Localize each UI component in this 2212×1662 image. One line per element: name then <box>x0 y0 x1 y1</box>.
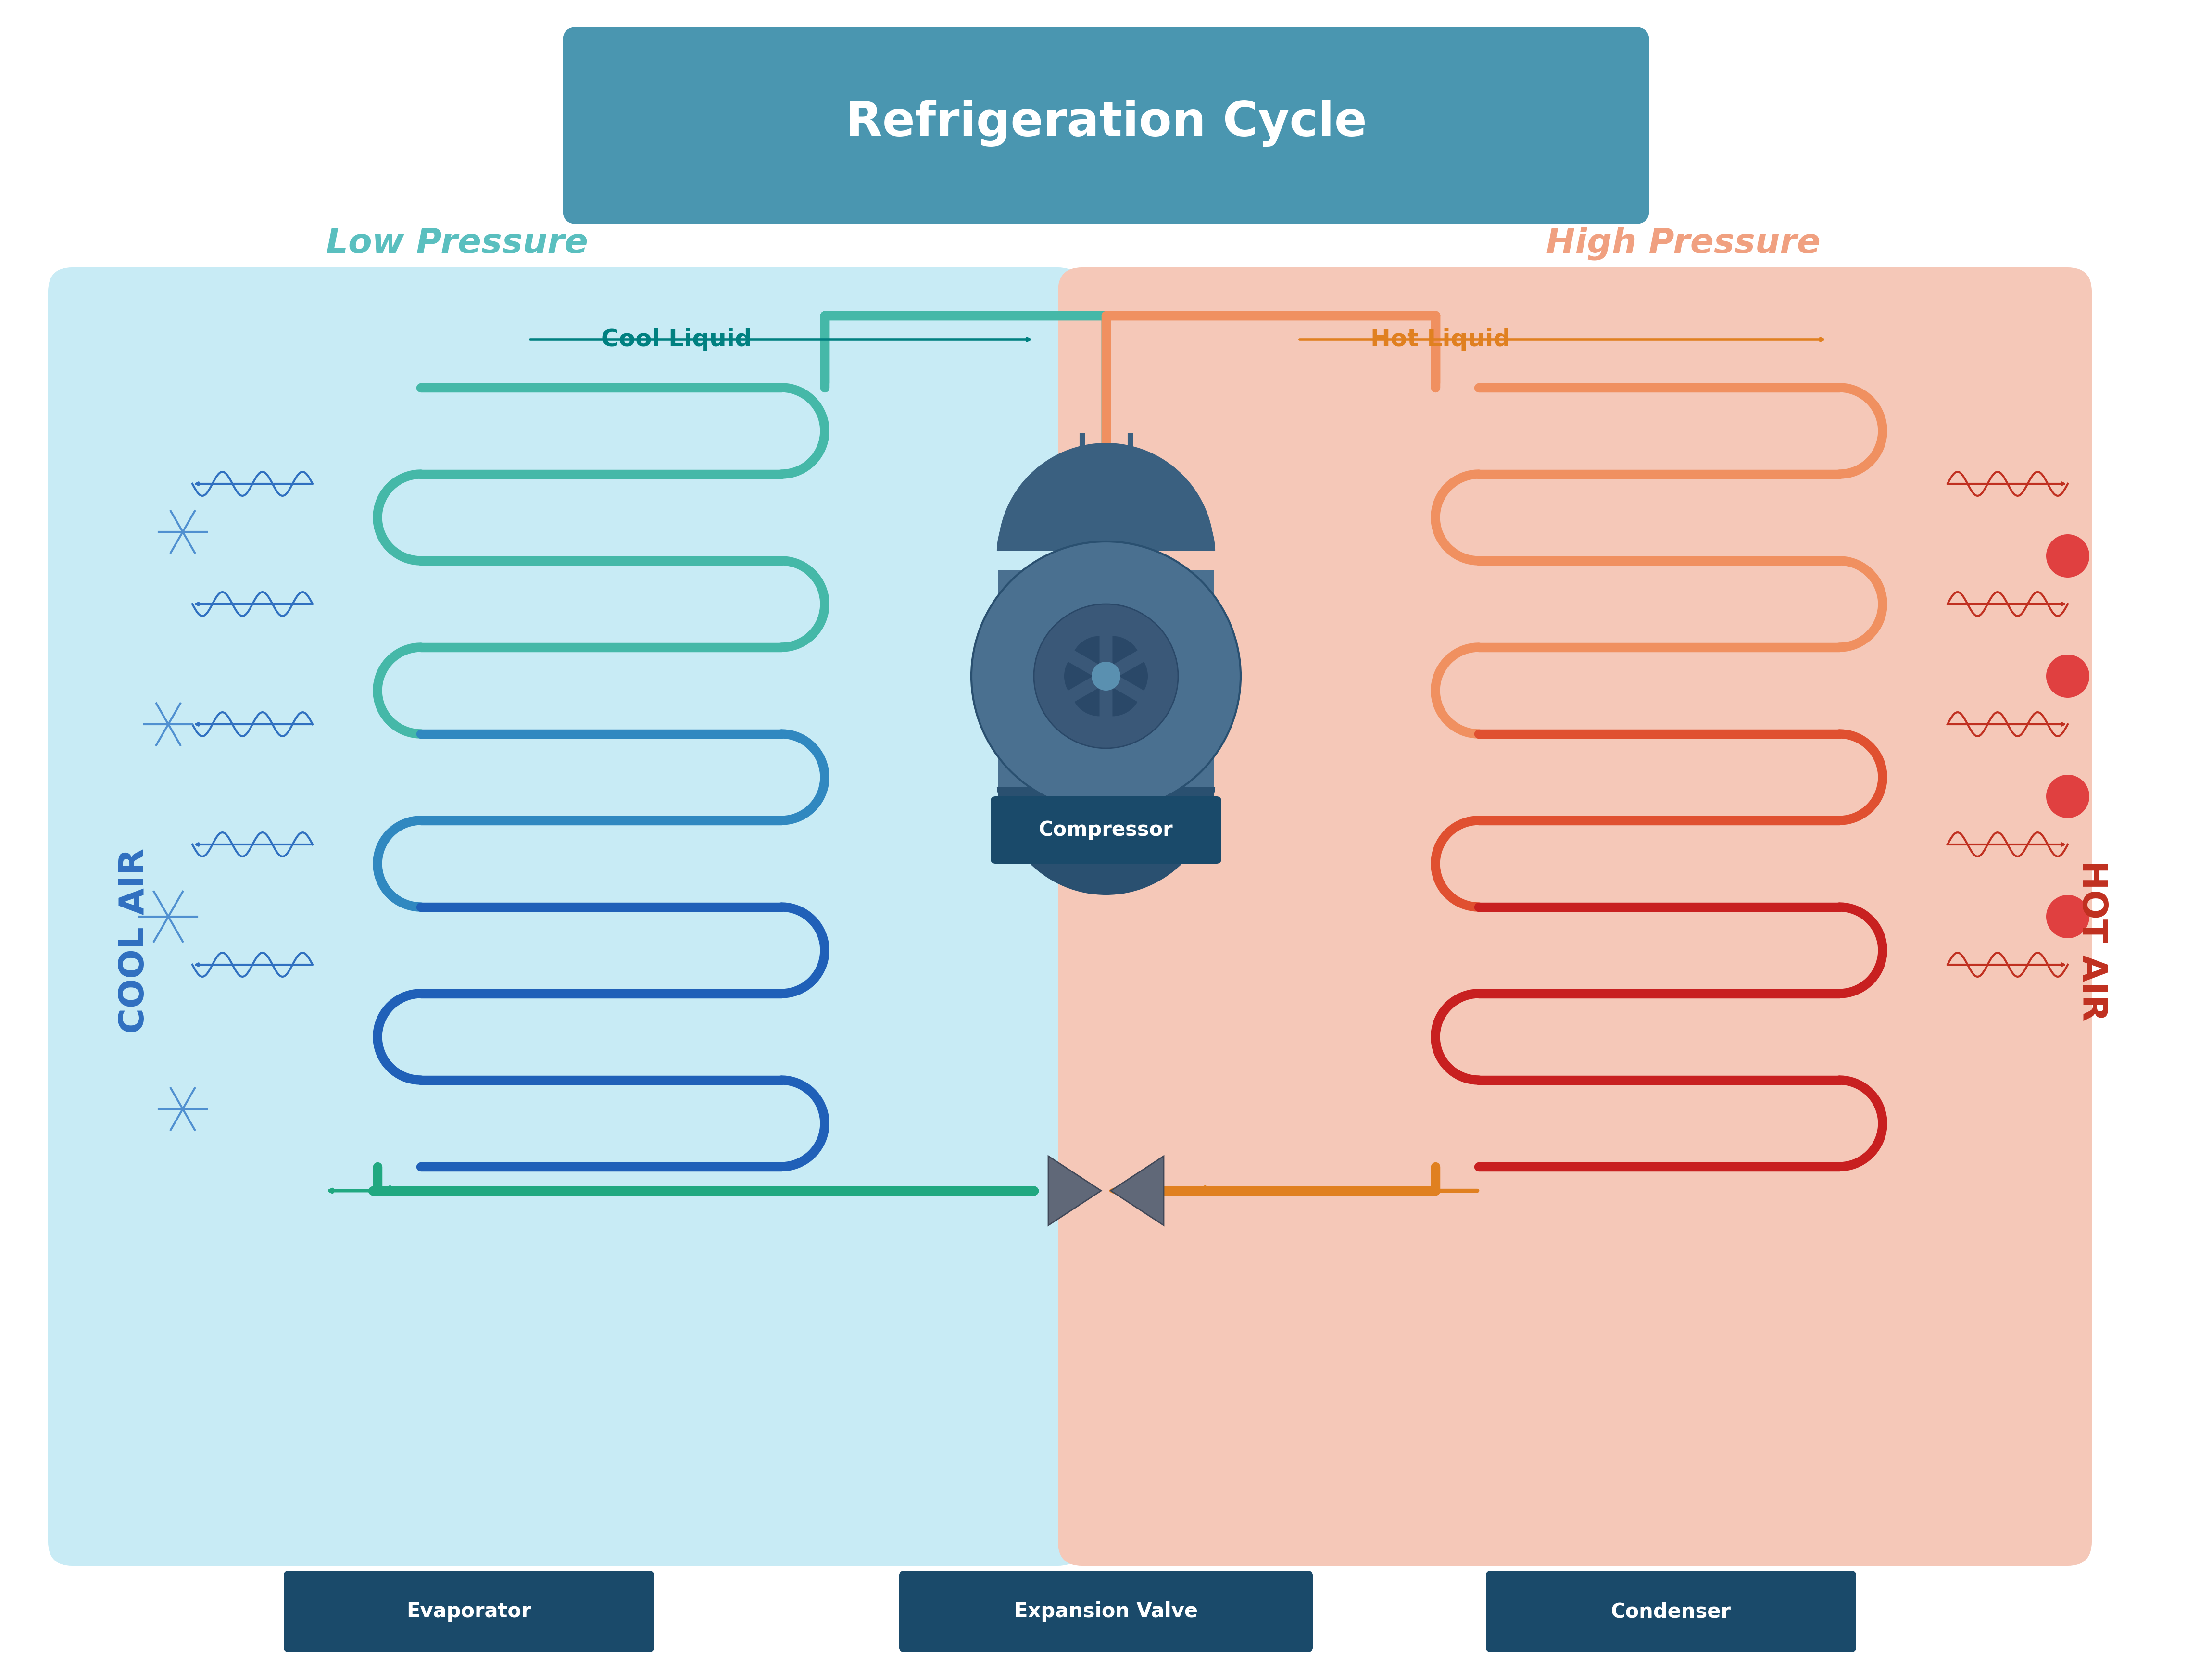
Text: Compressor: Compressor <box>1040 819 1172 839</box>
Polygon shape <box>1048 1157 1102 1225</box>
FancyBboxPatch shape <box>49 268 1082 1566</box>
Wedge shape <box>1075 637 1099 665</box>
Text: Condenser: Condenser <box>1610 1602 1732 1622</box>
Circle shape <box>2046 655 2090 698</box>
Text: Evaporator: Evaporator <box>407 1602 531 1622</box>
Text: Low Pressure: Low Pressure <box>325 226 588 259</box>
Wedge shape <box>998 786 1214 894</box>
FancyBboxPatch shape <box>1057 268 2093 1566</box>
Wedge shape <box>1113 637 1137 665</box>
Text: Refrigeration Cycle: Refrigeration Cycle <box>845 100 1367 146</box>
Text: Cool Liquid: Cool Liquid <box>602 327 770 351</box>
Wedge shape <box>998 442 1214 552</box>
Wedge shape <box>1064 661 1093 691</box>
Polygon shape <box>1110 1157 1164 1225</box>
Wedge shape <box>1119 661 1148 691</box>
Circle shape <box>1091 661 1121 691</box>
FancyBboxPatch shape <box>991 796 1221 864</box>
FancyBboxPatch shape <box>1486 1571 1856 1652</box>
Circle shape <box>971 542 1241 811</box>
Text: High Pressure: High Pressure <box>1546 226 1820 259</box>
Text: Expansion Valve: Expansion Valve <box>1013 1602 1199 1622</box>
Wedge shape <box>1075 688 1099 716</box>
Text: COOL AIR: COOL AIR <box>117 848 150 1034</box>
FancyBboxPatch shape <box>562 27 1650 224</box>
Circle shape <box>2046 534 2090 578</box>
Bar <box>998 570 1214 786</box>
FancyBboxPatch shape <box>283 1571 655 1652</box>
Circle shape <box>2046 894 2090 939</box>
Text: HOT AIR: HOT AIR <box>2075 861 2108 1020</box>
Circle shape <box>2046 774 2090 818</box>
FancyBboxPatch shape <box>900 1571 1312 1652</box>
Wedge shape <box>1113 688 1137 716</box>
Circle shape <box>1033 603 1179 748</box>
Text: Hot Liquid: Hot Liquid <box>1371 327 1526 351</box>
